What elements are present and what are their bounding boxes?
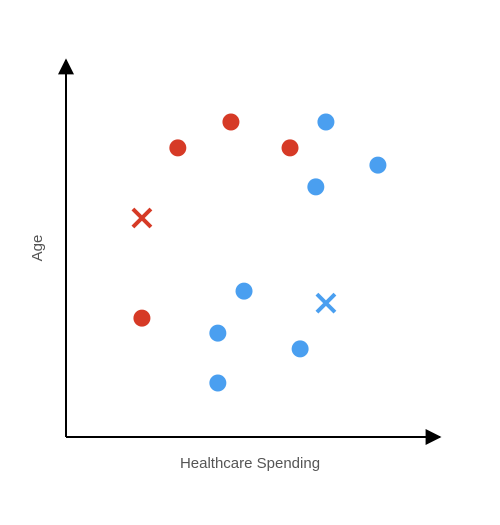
point bbox=[133, 309, 151, 327]
point bbox=[281, 139, 299, 157]
point bbox=[235, 282, 253, 300]
point bbox=[169, 139, 187, 157]
cross-point bbox=[131, 207, 153, 229]
point bbox=[369, 156, 387, 174]
point bbox=[317, 113, 335, 131]
point bbox=[291, 340, 309, 358]
point bbox=[209, 374, 227, 392]
cross-point bbox=[315, 292, 337, 314]
point bbox=[222, 113, 240, 131]
x-axis-label: Healthcare Spending bbox=[180, 455, 320, 472]
y-axis-label: Age bbox=[29, 235, 46, 262]
point bbox=[307, 178, 325, 196]
point bbox=[209, 324, 227, 342]
